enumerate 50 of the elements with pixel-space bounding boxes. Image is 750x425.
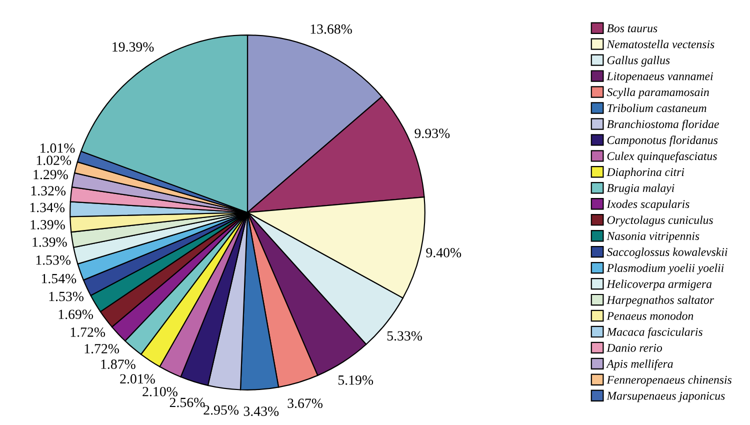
legend-label: Plasmodium yoelii yoelii: [606, 264, 724, 274]
legend-label: Scylla paramamosain: [606, 88, 709, 99]
data-label: 1.34%: [30, 202, 65, 212]
data-label: 1.87%: [101, 360, 136, 369]
legend-label: Helicoverpa armigera: [606, 280, 712, 290]
legend-label: Oryctolagus cuniculus: [607, 216, 713, 226]
legend-label: Branchiostoma floridae: [606, 120, 719, 131]
legend-label: Penaeus monodon: [606, 312, 694, 320]
data-label: 1.53%: [49, 292, 84, 302]
data-label: 1.69%: [58, 310, 94, 320]
data-label: 1.72%: [84, 344, 120, 354]
data-label: 1.39%: [32, 237, 67, 247]
data-label: 1.53%: [36, 255, 71, 265]
data-label: 3.43%: [244, 406, 279, 416]
legend-label: Camponotus floridanus: [607, 136, 718, 147]
legend-label: Apis mellifera: [606, 359, 673, 370]
data-label: 9.40%: [426, 248, 462, 258]
data-label: 5.19%: [338, 375, 374, 385]
legend-label: Danio rerio: [606, 344, 662, 352]
data-label: 1.29%: [34, 170, 68, 180]
legend-label: Ixodes scapularis: [606, 200, 690, 210]
legend-label: Fenneropenaeus chinensis: [606, 375, 732, 386]
legend-label: Brugia malayi: [606, 184, 674, 194]
data-label: 1.39%: [30, 220, 65, 230]
legend-label: Nematostella vectensis: [606, 40, 714, 48]
legend-label: Nasonia vitripennis: [606, 232, 700, 242]
data-label: 1.01%: [40, 143, 75, 153]
data-label: 1.72%: [70, 327, 106, 337]
data-label: 3.67%: [288, 398, 323, 408]
data-label: 19.39%: [112, 42, 154, 52]
data-label: 5.33%: [387, 331, 422, 341]
legend-label: Harpegnathos saltator: [606, 296, 714, 306]
legend-label: Macaca fascicularis: [606, 327, 702, 338]
legend-label: Bos taurus: [606, 24, 658, 32]
data-label: 1.54%: [42, 274, 76, 284]
legend-label: Marsupenaeus japonicus: [606, 392, 725, 402]
legend-label: Diaphorina citri: [606, 168, 684, 178]
data-label: 2.10%: [142, 386, 178, 396]
legend-label: Tribolium castaneum: [608, 104, 706, 112]
data-label: 13.68%: [310, 24, 352, 34]
legend-label: Litopenaeus vannamei: [606, 72, 713, 83]
data-label: 9.93%: [414, 128, 450, 138]
data-label: 2.01%: [120, 374, 155, 384]
data-label: 2.95%: [204, 405, 239, 415]
legend-label: Saccoglossus kowalevskii: [606, 248, 728, 258]
legend-label: Culex quinquefasciatus: [607, 152, 717, 162]
data-label: 2.56%: [170, 398, 205, 408]
data-label: 1.32%: [31, 186, 66, 196]
data-label: 1.02%: [36, 156, 72, 166]
legend-label: Gallus gallus: [607, 56, 670, 67]
